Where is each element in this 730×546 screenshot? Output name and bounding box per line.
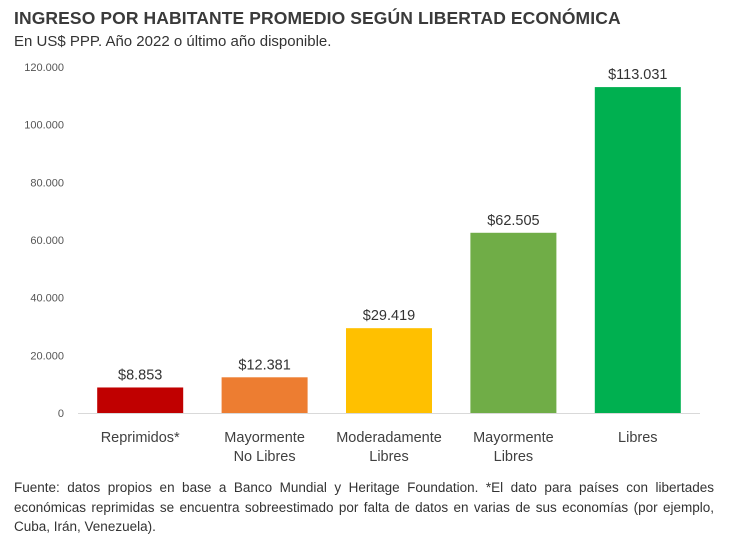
- data-label: $62.505: [487, 213, 539, 229]
- data-label: $8.853: [118, 367, 162, 383]
- y-tick-label: 20.000: [30, 350, 64, 362]
- y-tick-label: 40.000: [30, 293, 64, 305]
- bar: [470, 232, 557, 413]
- bar-chart: 0 20.000 40.000 60.000 80.000 100.000 120.000 $…: [24, 62, 700, 465]
- chart-title: INGRESO POR HABITANTE PROMEDIO SEGÚN LIB…: [14, 8, 621, 28]
- data-label: $12.381: [238, 357, 290, 373]
- source-note: Fuente: datos propios en base a Banco Mu…: [14, 480, 714, 534]
- y-tick-label: 60.000: [30, 235, 64, 247]
- chart-subtitle: En US$ PPP. Año 2022 o último año dispon…: [14, 33, 332, 50]
- y-tick-label: 120.000: [24, 62, 64, 74]
- x-tick-label: Reprimidos*: [101, 430, 180, 446]
- data-label: $113.031: [608, 67, 667, 83]
- data-label: $29.419: [363, 308, 415, 324]
- bar: [97, 387, 184, 413]
- bar: [594, 87, 681, 414]
- x-tick-label: Mayormente: [473, 430, 554, 446]
- bar: [346, 328, 432, 413]
- y-tick-label: 100.000: [24, 120, 64, 132]
- x-tick-label: Moderadamente: [336, 430, 442, 446]
- x-tick-label: Libres: [618, 430, 658, 446]
- x-tick-label: Mayormente: [224, 430, 305, 446]
- y-tick-label: 0: [58, 408, 64, 420]
- x-tick-label: No Libres: [234, 449, 296, 465]
- x-tick-label: Libres: [369, 449, 409, 465]
- bar: [221, 377, 308, 413]
- x-tick-label: Libres: [494, 449, 534, 465]
- y-tick-label: 80.000: [30, 177, 64, 189]
